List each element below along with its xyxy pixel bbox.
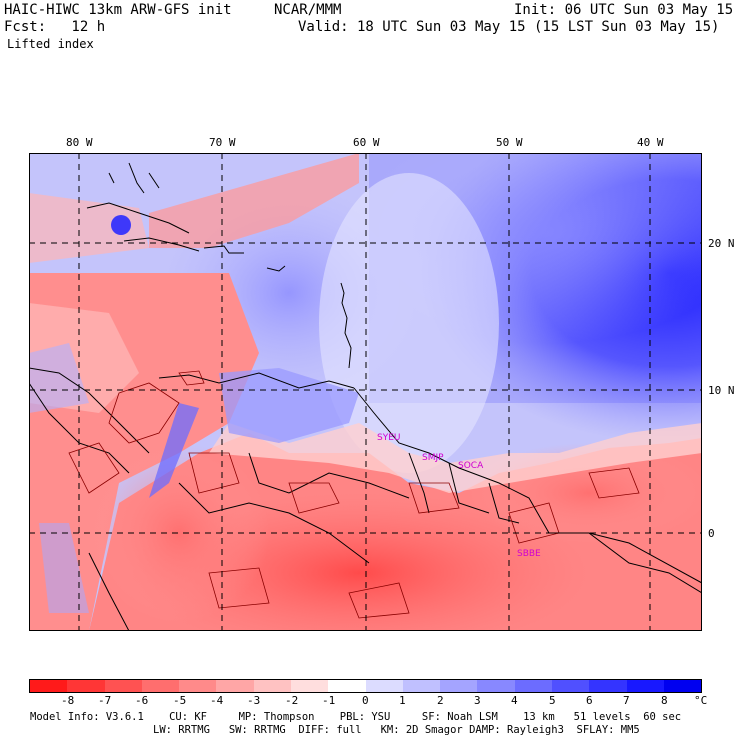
colorbar-label: -6	[135, 694, 149, 707]
colorbar-swatch	[477, 680, 515, 692]
colorbar-swatch	[104, 680, 142, 692]
lat-label-0: 0	[708, 527, 715, 540]
model-info-line-2: LW: RRTMG SW: RRTMG DIFF: full KM: 2D Sm…	[153, 724, 640, 736]
colorbar-label: 2	[437, 694, 444, 707]
org-label: NCAR/MMM	[274, 2, 342, 18]
lon-label-80w: 80 W	[66, 136, 93, 149]
colorbar-swatch	[290, 680, 329, 692]
colorbar-label: -8	[61, 694, 75, 707]
colorbar-label: -7	[98, 694, 112, 707]
colorbar-swatch	[514, 680, 552, 692]
lat-label-20n: 20 N	[708, 237, 735, 250]
colorbar-unit: °C	[694, 694, 708, 707]
lifted-index-map: SYEU SMJP SOCA SBBE	[29, 153, 702, 631]
colorbar-swatch	[67, 680, 105, 692]
colorbar-label: -4	[210, 694, 224, 707]
colorbar-label: 1	[399, 694, 406, 707]
station-syeu: SYEU	[377, 433, 400, 443]
colorbar-swatch	[30, 680, 68, 692]
colorbar-swatch	[328, 680, 366, 692]
model-title: HAIC-HIWC 13km ARW-GFS init	[4, 2, 232, 18]
station-sbbe: SBBE	[517, 549, 541, 559]
colorbar-label: -5	[173, 694, 187, 707]
colorbar-label: 3	[474, 694, 481, 707]
model-info-line-1: Model Info: V3.6.1 CU: KF MP: Thompson P…	[30, 711, 682, 723]
colorbar-label: 0	[362, 694, 369, 707]
station-soca: SOCA	[458, 461, 484, 471]
colorbar-label: -1	[322, 694, 336, 707]
colorbar-swatch	[663, 680, 702, 692]
colorbar-label: 8	[661, 694, 668, 707]
colorbar-label: -3	[247, 694, 261, 707]
colorbar-swatch	[626, 680, 664, 692]
station-smjp: SMJP	[422, 453, 444, 463]
colorbar-label: -2	[285, 694, 299, 707]
lon-label-40w: 40 W	[637, 136, 664, 149]
lat-label-10n: 10 N	[708, 384, 735, 397]
init-time: Init: 06 UTC Sun 03 May 15	[514, 2, 734, 18]
lon-label-60w: 60 W	[353, 136, 380, 149]
valid-time: Valid: 18 UTC Sun 03 May 15 (15 LST Sun …	[298, 19, 720, 35]
colorbar-label: 5	[549, 694, 556, 707]
colorbar-swatch	[141, 680, 180, 692]
lon-label-50w: 50 W	[496, 136, 523, 149]
colorbar-swatch	[402, 680, 441, 692]
colorbar	[29, 679, 702, 693]
colorbar-swatch	[216, 680, 254, 692]
colorbar-swatch	[589, 680, 627, 692]
colorbar-swatch	[253, 680, 291, 692]
lon-label-70w: 70 W	[209, 136, 236, 149]
colorbar-label: 4	[511, 694, 518, 707]
colorbar-swatch	[179, 680, 217, 692]
colorbar-label: 7	[623, 694, 630, 707]
colorbar-label: 6	[586, 694, 593, 707]
forecast-hour: Fcst: 12 h	[4, 19, 106, 35]
colorbar-swatch	[551, 680, 590, 692]
colorbar-swatch	[365, 680, 403, 692]
field-name: Lifted index	[7, 37, 94, 51]
colorbar-swatch	[440, 680, 478, 692]
